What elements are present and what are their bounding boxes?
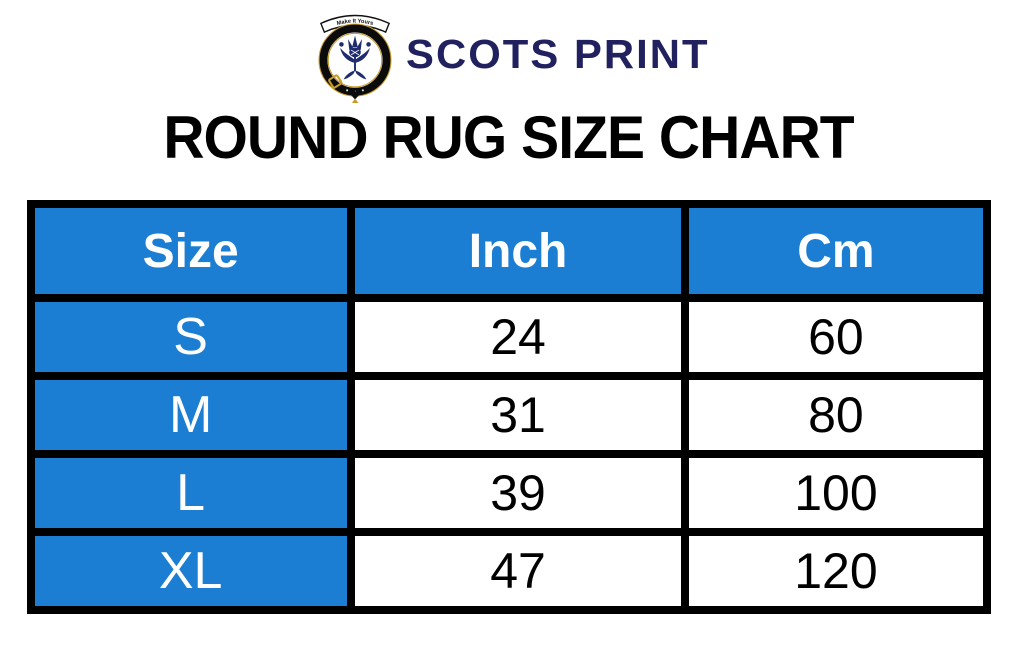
size-chart-table: Size Inch Cm S 24 60 M 31 80 L 39 100	[26, 200, 991, 614]
brand-name: SCOTS PRINT	[405, 30, 710, 77]
size-cell: S	[26, 294, 355, 380]
cm-cell: 60	[681, 294, 991, 380]
column-header-cm: Cm	[681, 200, 991, 302]
table-row: XL 47 120	[26, 528, 991, 614]
header-row: Size Inch Cm	[26, 200, 991, 302]
inch-cell: 39	[346, 450, 690, 536]
inch-cell: 47	[346, 528, 690, 614]
size-cell: M	[26, 372, 355, 458]
scots-print-crest-icon: Make It Yours	[318, 14, 392, 103]
cm-cell: 100	[681, 450, 991, 536]
cm-cell: 120	[681, 528, 991, 614]
page-title: ROUND RUG SIZE CHART	[163, 104, 854, 171]
size-cell: L	[26, 450, 355, 536]
inch-cell: 31	[346, 372, 690, 458]
brand-header: Make It Yours SCOTS	[0, 8, 1017, 103]
table-row: S 24 60	[26, 294, 991, 380]
size-chart-container: Size Inch Cm S 24 60 M 31 80 L 39 100	[26, 200, 991, 614]
svg-text:Make It Yours: Make It Yours	[336, 18, 374, 27]
cm-cell: 80	[681, 372, 991, 458]
table-row: M 31 80	[26, 372, 991, 458]
inch-cell: 24	[346, 294, 690, 380]
table-row: L 39 100	[26, 450, 991, 536]
column-header-inch: Inch	[346, 200, 690, 302]
column-header-size: Size	[26, 200, 355, 302]
crest-motto-text: Make It Yours	[336, 18, 374, 27]
size-cell: XL	[26, 528, 355, 614]
